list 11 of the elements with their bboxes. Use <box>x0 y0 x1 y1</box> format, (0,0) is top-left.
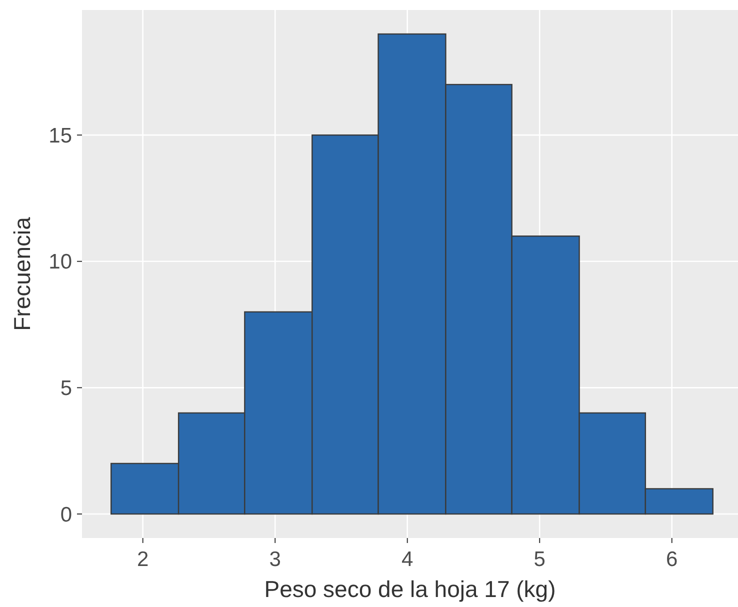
x-tick-label: 6 <box>666 548 678 571</box>
x-axis-title: Peso seco de la hoja 17 (kg) <box>264 576 556 602</box>
y-tick-label: 15 <box>48 124 72 148</box>
y-tick-label: 0 <box>60 503 72 526</box>
y-axis-title: Frecuencia <box>9 216 35 331</box>
x-tick-label: 3 <box>269 548 281 571</box>
x-tick-label: 2 <box>136 548 149 571</box>
y-tick-label: 5 <box>60 377 72 400</box>
x-tick-label: 4 <box>402 548 414 571</box>
x-tick-label: 5 <box>534 548 546 571</box>
y-tick-label: 10 <box>48 250 72 274</box>
